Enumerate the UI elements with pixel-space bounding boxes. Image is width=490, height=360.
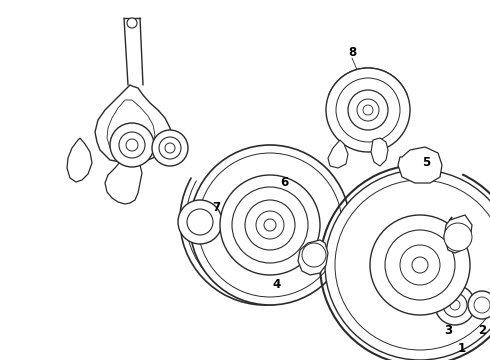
Polygon shape	[298, 240, 328, 275]
Circle shape	[326, 68, 410, 152]
Circle shape	[152, 130, 188, 166]
Circle shape	[264, 219, 276, 231]
Polygon shape	[444, 215, 472, 253]
Circle shape	[232, 187, 308, 263]
Polygon shape	[105, 158, 142, 204]
Circle shape	[335, 180, 490, 350]
Polygon shape	[328, 140, 348, 168]
Circle shape	[385, 230, 455, 300]
Circle shape	[245, 200, 295, 250]
Circle shape	[443, 293, 467, 317]
Polygon shape	[371, 138, 388, 166]
Circle shape	[400, 245, 440, 285]
Circle shape	[357, 99, 379, 121]
Polygon shape	[107, 100, 155, 156]
Circle shape	[190, 145, 350, 305]
Text: 8: 8	[348, 45, 356, 59]
Circle shape	[363, 105, 373, 115]
Text: 5: 5	[422, 156, 430, 168]
Circle shape	[370, 215, 470, 315]
Circle shape	[325, 170, 490, 360]
Circle shape	[444, 223, 472, 251]
Text: 3: 3	[444, 324, 452, 337]
Circle shape	[468, 291, 490, 319]
Polygon shape	[398, 147, 442, 183]
Circle shape	[119, 132, 145, 158]
Circle shape	[178, 200, 222, 244]
Circle shape	[187, 209, 213, 235]
Circle shape	[165, 143, 175, 153]
Text: 1: 1	[458, 342, 466, 355]
Circle shape	[412, 257, 428, 273]
Circle shape	[435, 285, 475, 325]
Circle shape	[127, 18, 137, 28]
Circle shape	[220, 175, 320, 275]
Circle shape	[450, 300, 460, 310]
Polygon shape	[95, 85, 172, 162]
Polygon shape	[67, 138, 92, 182]
Circle shape	[336, 78, 400, 142]
Circle shape	[348, 90, 388, 130]
Text: 7: 7	[212, 201, 220, 213]
Circle shape	[474, 297, 490, 313]
Circle shape	[302, 243, 326, 267]
Circle shape	[159, 137, 181, 159]
Text: 6: 6	[280, 176, 288, 189]
Circle shape	[126, 139, 138, 151]
Circle shape	[198, 153, 342, 297]
Circle shape	[110, 123, 154, 167]
Circle shape	[256, 211, 284, 239]
Text: 2: 2	[478, 324, 486, 337]
Text: 4: 4	[273, 279, 281, 292]
